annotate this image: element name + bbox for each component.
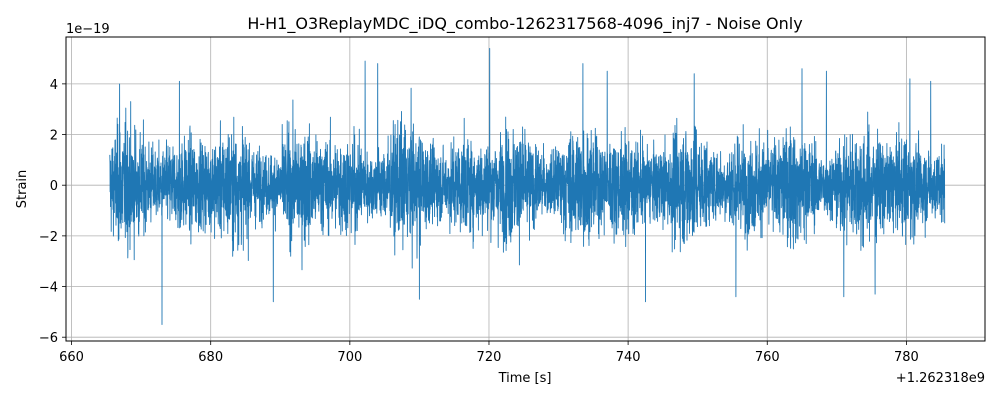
y-tick-label: 0 — [50, 179, 58, 194]
x-tick-label: 760 — [755, 350, 780, 365]
x-axis-label: Time [s] — [498, 371, 552, 386]
y-axis-label: Strain — [15, 170, 30, 209]
x-tick-label: 740 — [616, 350, 641, 365]
y-tick-label: −6 — [39, 331, 58, 346]
y-tick-label: 4 — [50, 78, 58, 93]
y-tick-label: −2 — [39, 230, 58, 245]
x-tick-label: 780 — [894, 350, 919, 365]
y-scale-label: 1e−19 — [66, 22, 110, 37]
y-tick-label: 2 — [50, 129, 58, 144]
x-offset-label: +1.262318e9 — [896, 371, 985, 386]
strain-series-line — [109, 47, 946, 325]
x-tick-label: 680 — [198, 350, 223, 365]
x-axis-ticks: 660 680 700 720 740 760 780 — [59, 341, 919, 365]
y-tick-label: −4 — [39, 281, 58, 296]
x-tick-label: 660 — [59, 350, 84, 365]
plot-frame — [65, 36, 986, 342]
series-group — [109, 47, 946, 325]
x-tick-label: 700 — [337, 350, 362, 365]
x-tick-label: 720 — [477, 350, 502, 365]
y-axis-ticks: −6 −4 −2 0 2 4 — [39, 78, 66, 346]
chart-title: H-H1_O3ReplayMDC_iDQ_combo-1262317568-40… — [247, 14, 802, 34]
